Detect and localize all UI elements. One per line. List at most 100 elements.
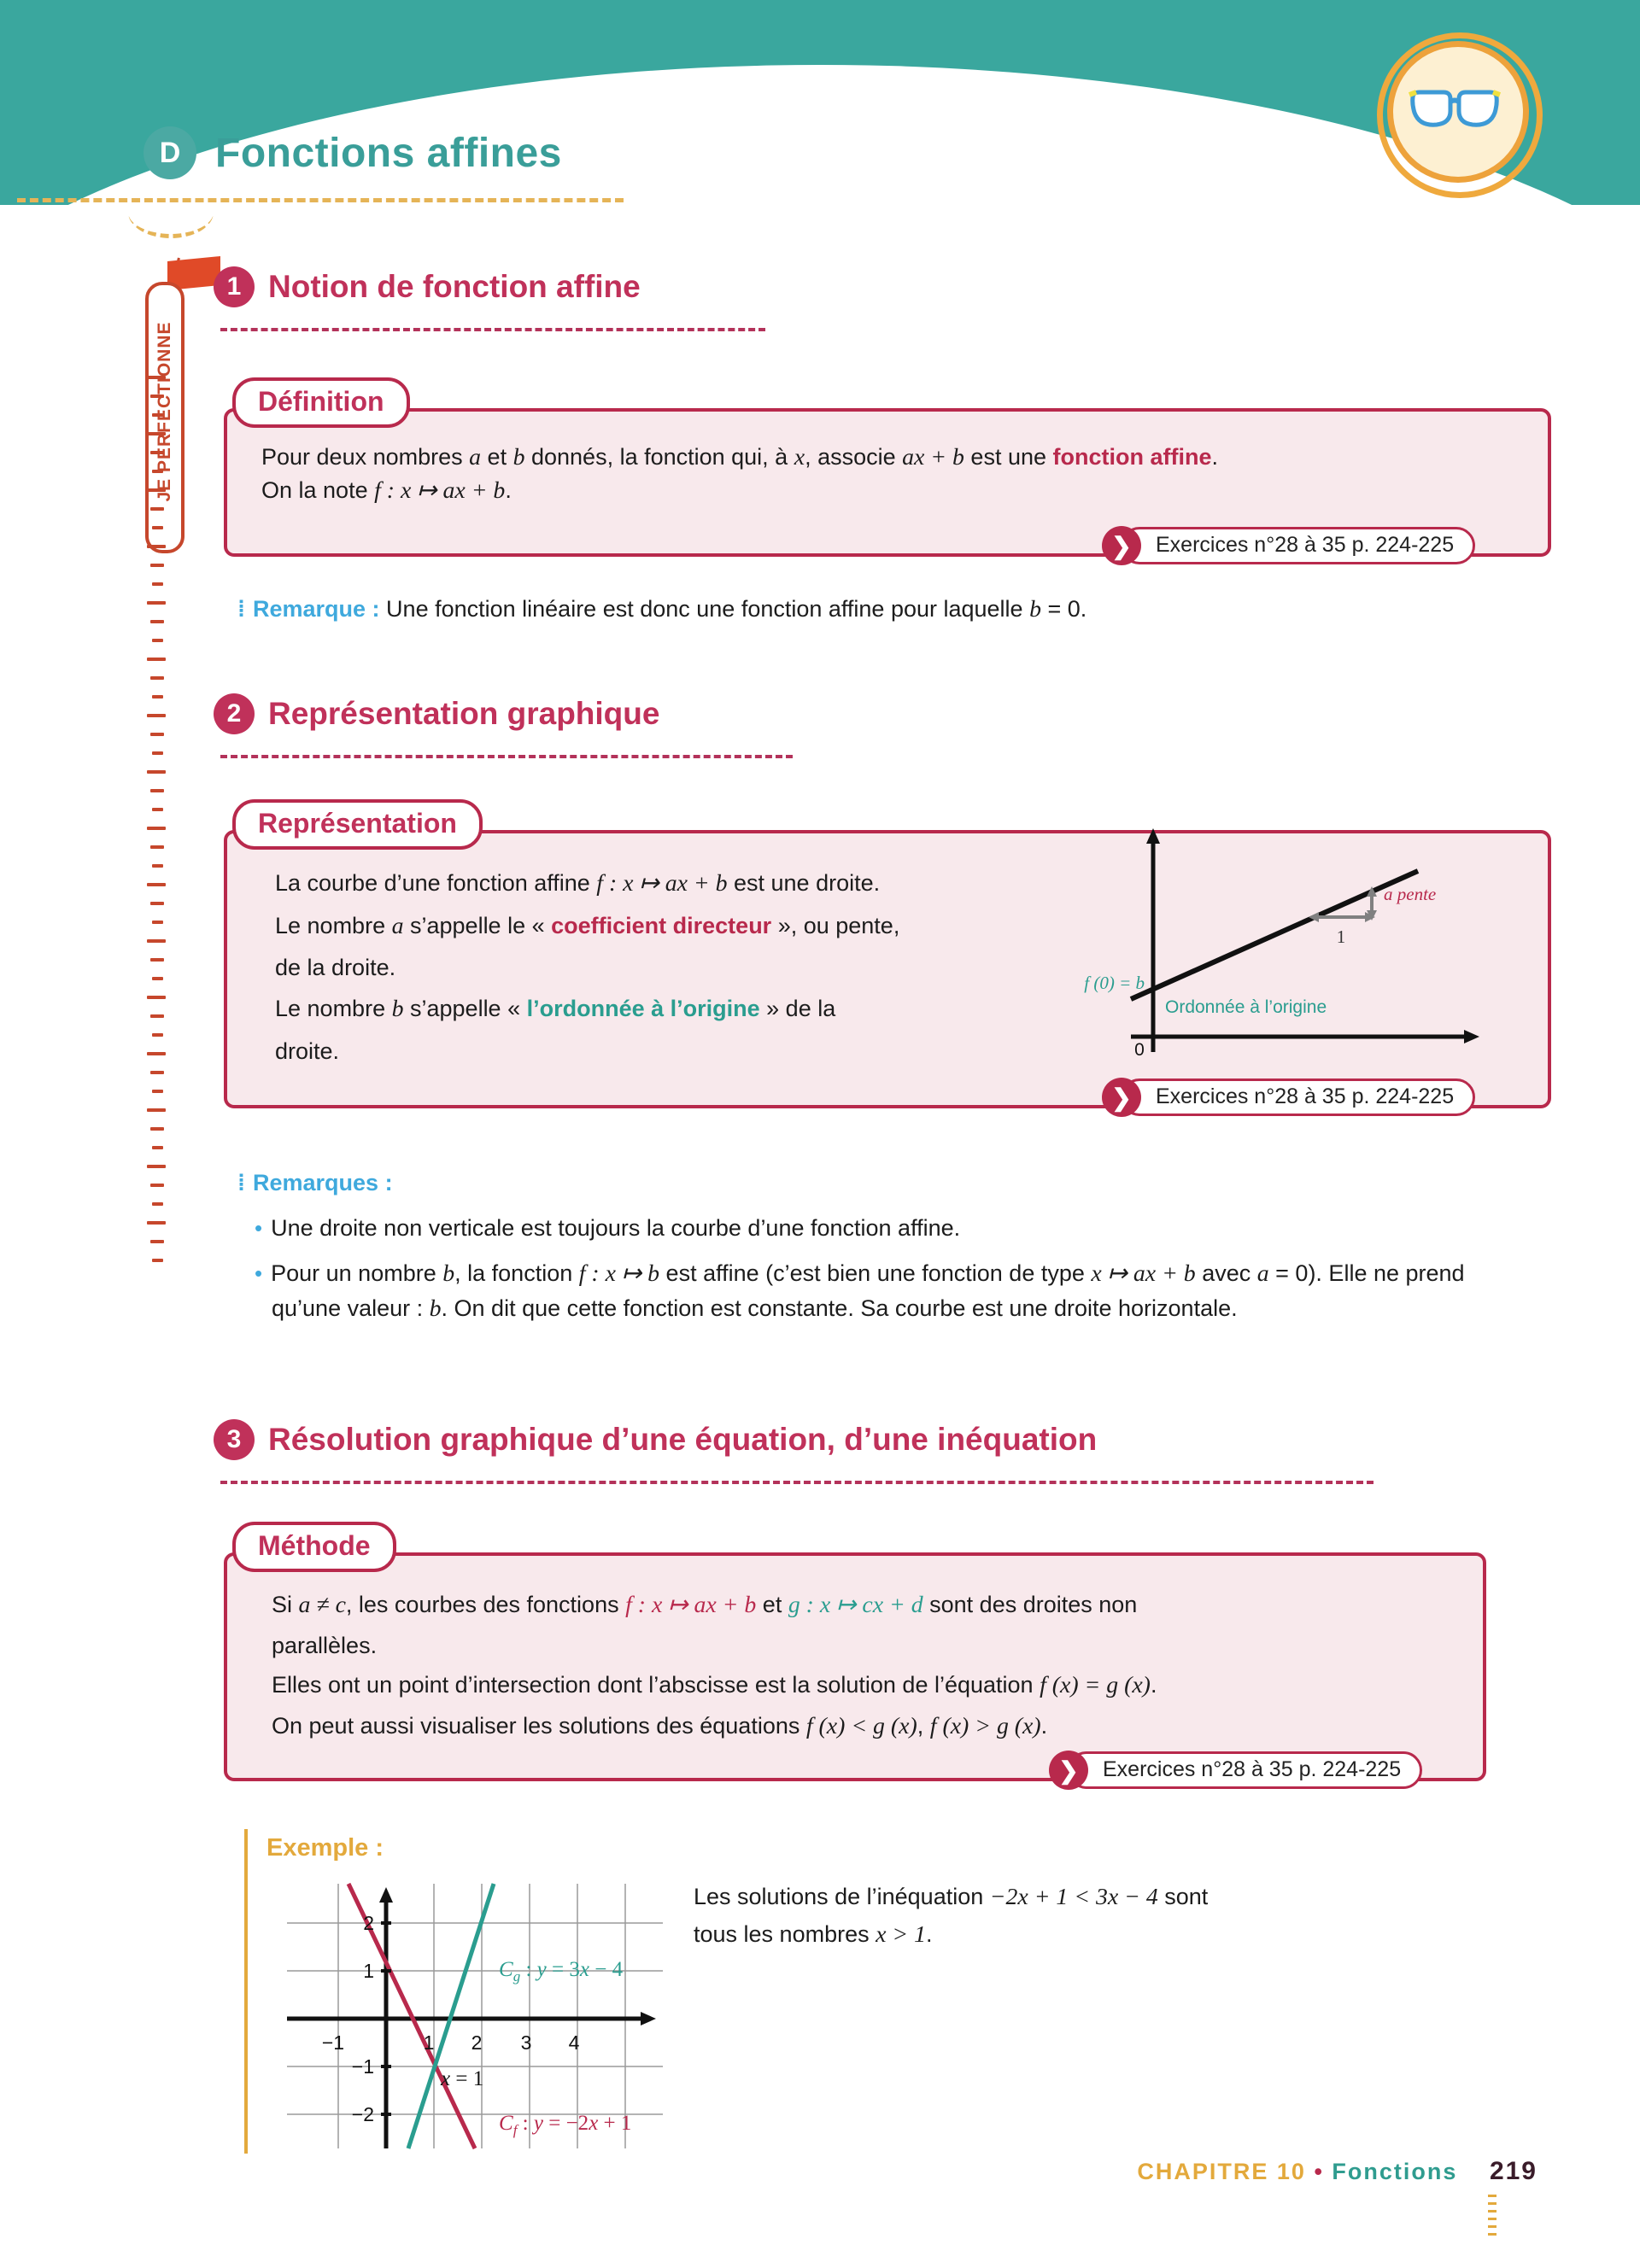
chapter-heading: D Fonctions affines	[144, 126, 562, 179]
example-chart: −1 1 2 3 4 2 1 −1 −2 x = 1 Cg : y = 3x −…	[287, 1882, 663, 2150]
definition-exercises-link[interactable]: ❯ Exercices n°28 à 35 p. 224-225	[1102, 526, 1476, 565]
def-t1: Pour deux nombres	[261, 444, 470, 470]
met-expr-fg-eq: f (x) = g (x)	[1040, 1672, 1151, 1699]
graph-intercept-label: f (0) = b	[1084, 973, 1145, 993]
remark-1-text-end: = 0.	[1040, 596, 1087, 622]
ex-t3: tous les nombres	[694, 1920, 876, 1947]
example-label: Exemple :	[266, 1834, 384, 1862]
method-box-tab: Méthode	[232, 1522, 396, 1572]
def-t7: On la note	[261, 477, 375, 504]
met-t8: On peut aussi visualiser les solutions d…	[272, 1713, 806, 1739]
chart-grid	[287, 1884, 663, 2148]
chart-series-cf	[346, 1882, 477, 2150]
def-expr-map: : x ↦ ax + b	[380, 477, 506, 505]
chart-y-arrow	[379, 1887, 393, 1903]
def-t3: donnés, la fonction qui, à	[524, 444, 794, 470]
def-t8: .	[505, 477, 512, 504]
rep-var-b: b	[391, 996, 404, 1023]
section-3-heading: 3 Résolution graphique d’une équation, d…	[214, 1419, 1097, 1460]
remark-dots-icon: ⁞	[237, 596, 245, 622]
remark-item-1-text: Une droite non verticale est toujours la…	[271, 1215, 961, 1241]
rep-term-coeff: coefficient directeur	[551, 912, 772, 938]
ex-expr-x1: x > 1	[876, 1920, 927, 1948]
met-t1: Si	[272, 1592, 299, 1617]
rm2-t2: , la fonction	[454, 1260, 579, 1286]
section-2-number: 2	[214, 693, 255, 734]
representation-box	[224, 830, 1551, 1108]
method-exercises-link[interactable]: ❯ Exercices n°28 à 35 p. 224-225	[1049, 1751, 1423, 1790]
graph-run-label: 1	[1337, 926, 1346, 947]
svg-text:3: 3	[521, 2031, 532, 2054]
glasses-outer-ring	[1377, 32, 1543, 198]
rep-t4: s’appelle le «	[403, 912, 552, 938]
met-t5: parallèles.	[272, 1632, 378, 1658]
rm2-var-b1: b	[442, 1260, 455, 1287]
graph-run-arrow-left	[1309, 912, 1319, 922]
representation-exercises-link[interactable]: ❯ Exercices n°28 à 35 p. 224-225	[1102, 1078, 1476, 1117]
list-item: Une droite non verticale est toujours la…	[255, 1211, 1527, 1246]
definition-box-tab: Définition	[232, 377, 410, 428]
remark-1-text: Une fonction linéaire est donc une fonct…	[379, 596, 1030, 622]
definition-exercises-label: Exercices n°28 à 35 p. 224-225	[1121, 527, 1476, 564]
met-expr-f: f : x ↦ ax + b	[625, 1592, 757, 1618]
svg-text:−2: −2	[352, 2103, 374, 2125]
met-t10: .	[1040, 1713, 1048, 1739]
top-teal-banner	[0, 0, 1640, 205]
rep-t8: s’appelle «	[403, 996, 527, 1022]
footer-subject: Fonctions	[1332, 2159, 1458, 2184]
met-t2: , les courbes des fonctions	[345, 1592, 626, 1617]
def-t5: est une	[964, 444, 1053, 470]
glasses-glyph	[1408, 90, 1502, 127]
graph-rise-arrow-bottom	[1367, 910, 1377, 921]
section-3-number: 3	[214, 1419, 255, 1460]
affine-schematic-graph: 1 a pente f (0) = b Ordonnée à l’origine…	[1084, 828, 1479, 1060]
representation-box-text: La courbe d’une fonction affine f : x ↦ …	[275, 862, 1044, 1072]
graph-slope-label: a pente	[1384, 884, 1436, 904]
rep-t2: est une droite.	[727, 870, 881, 896]
graph-origin-label: 0	[1134, 1040, 1145, 1060]
svg-text:2: 2	[363, 1912, 374, 1934]
remarks-2-heading: ⁞ Remarques :	[237, 1166, 393, 1200]
footer-page-number: 219	[1489, 2157, 1538, 2185]
footer-chapter: CHAPITRE 10	[1137, 2159, 1306, 2184]
rm2-expr-2: x ↦ ax + b	[1091, 1260, 1196, 1287]
def-var-b: b	[512, 444, 525, 471]
chart-axis-ticks	[381, 1921, 391, 2116]
graph-rise-arrow-top	[1367, 886, 1377, 897]
section-2-heading: 2 Représentation graphique	[214, 693, 659, 734]
rm2-t6: . On dit que cette fonction est constant…	[441, 1295, 1238, 1322]
section-3-rule	[220, 1481, 1374, 1484]
chart-x-arrow	[641, 2012, 656, 2025]
left-ruler-ticks	[147, 376, 166, 1281]
chart-label-cf: Cf : y = −2x + 1	[499, 2112, 631, 2138]
chevron-right-icon: ❯	[1102, 526, 1141, 565]
met-expr-fg-lt: f (x) < g (x)	[805, 1713, 917, 1740]
chart-tick-labels: −1 1 2 3 4 2 1 −1 −2	[322, 1912, 580, 2125]
met-t4: sont des droites non	[922, 1592, 1138, 1617]
rep-t3: Le nombre	[275, 912, 392, 938]
example-left-bar	[244, 1829, 248, 2154]
graph-x-arrow	[1464, 1030, 1479, 1043]
representation-box-tab: Représentation	[232, 799, 483, 850]
rep-t10: droite.	[275, 1038, 340, 1064]
section-2-title: Représentation graphique	[268, 696, 660, 731]
met-t7: .	[1150, 1672, 1157, 1698]
met-expr-g: g : x ↦ cx + d	[788, 1592, 923, 1618]
remarks-2-list: Une droite non verticale est toujours la…	[255, 1211, 1527, 1337]
definition-box-text: Pour deux nombres a et b donnés, la fonc…	[261, 441, 1526, 508]
rep-var-a: a	[391, 912, 404, 939]
svg-text:2: 2	[472, 2031, 483, 2054]
footer-dot-icon: •	[1314, 2159, 1324, 2184]
chart-series-cg	[406, 1883, 496, 2149]
svg-text:1: 1	[424, 2031, 435, 2054]
chevron-right-icon: ❯	[1049, 1751, 1088, 1790]
rm2-expr-1: f : x ↦ b	[578, 1260, 660, 1287]
def-t6: .	[1211, 444, 1218, 470]
met-t3: et	[756, 1592, 788, 1617]
def-var-x: x	[794, 444, 805, 471]
section-1-rule	[220, 328, 765, 331]
rm2-t4: avec	[1195, 1260, 1257, 1286]
remark-1-var-b: b	[1029, 596, 1041, 623]
rm2-t3: est affine (c’est bien une fonction de t…	[659, 1260, 1092, 1286]
chapter-dashed-rule	[17, 198, 624, 202]
